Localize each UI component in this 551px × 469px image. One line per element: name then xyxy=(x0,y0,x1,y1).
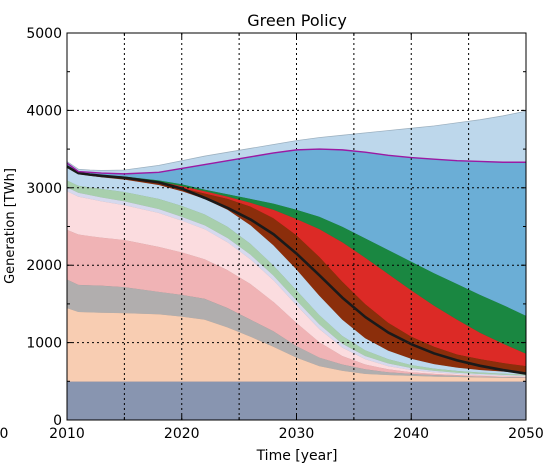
x-tick-label: 2030 xyxy=(279,426,315,442)
labels-layer: 2010 2020 2030 2040 2050 0 1000 2000 3000 4000 500… xyxy=(0,26,544,442)
x-tick-label: 2050 xyxy=(508,426,544,442)
y-tick-label: 0 xyxy=(53,413,62,429)
x-tick-label: 2040 xyxy=(393,426,429,442)
ticks-layer xyxy=(66,32,527,421)
stray-tick-label: 0 xyxy=(0,426,8,442)
series-line-2 xyxy=(66,148,526,175)
lines-layer xyxy=(66,148,527,375)
grid-layer xyxy=(67,33,526,420)
series-line-1 xyxy=(66,165,527,375)
y-tick-label: 5000 xyxy=(26,26,62,42)
y-tick-label: 2000 xyxy=(26,258,62,274)
y-tick-label: 3000 xyxy=(26,181,62,197)
area-band-edge-13 xyxy=(66,110,527,171)
x-tick-label: 2010 xyxy=(49,426,85,442)
x-tick-label: 2020 xyxy=(164,426,200,442)
y-tick-label: 4000 xyxy=(26,103,62,119)
y-tick-label: 1000 xyxy=(26,336,62,352)
y-axis-label: Generation [TWh] xyxy=(3,168,18,284)
x-axis-label: Time [year] xyxy=(256,448,338,464)
chart-title: Green Policy xyxy=(247,11,347,30)
